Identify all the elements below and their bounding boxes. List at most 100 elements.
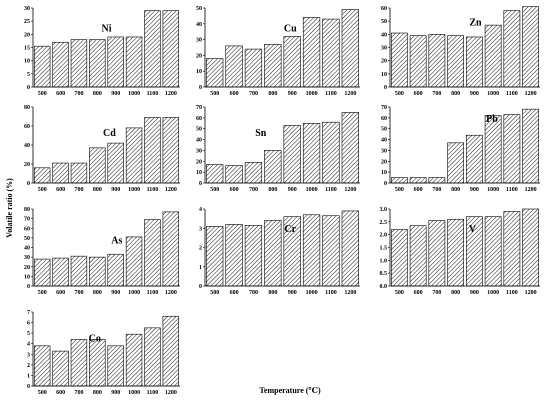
y-tick-label: 5 bbox=[27, 72, 30, 78]
bar-v-1200 bbox=[522, 208, 539, 287]
bar-cr-1000 bbox=[302, 214, 321, 287]
y-tick-label: 1.0 bbox=[380, 258, 388, 264]
x-tick-label: 700 bbox=[249, 290, 258, 296]
axes bbox=[389, 107, 540, 184]
bar-ni-1200 bbox=[162, 10, 180, 88]
x-tick-label: 500 bbox=[38, 390, 47, 396]
panel-title: Ni bbox=[102, 24, 112, 35]
y-tick-label: 2.0 bbox=[380, 233, 388, 239]
bar-pb-700 bbox=[428, 177, 446, 184]
x-tick-label: 1000 bbox=[487, 290, 499, 296]
axes bbox=[389, 8, 540, 88]
bar-pb-600 bbox=[409, 177, 427, 184]
panel-pb: 0 10 20 30 40 50 60 70 500 600 700 800 900 1000 1100 12… bbox=[381, 105, 540, 193]
x-tick-label: 700 bbox=[249, 91, 258, 97]
x-tick-label: 800 bbox=[93, 390, 102, 396]
y-tick-label: 2 bbox=[27, 363, 30, 369]
x-tick-label: 900 bbox=[288, 91, 297, 97]
x-tick-label: 1000 bbox=[306, 91, 318, 97]
x-tick-label: 600 bbox=[414, 187, 423, 193]
y-axis-label: Volatile ratio (%) bbox=[5, 178, 14, 238]
x-tick-label: 900 bbox=[111, 290, 120, 296]
y-tick-label: 60 bbox=[381, 116, 387, 122]
y-tick-label: 70 bbox=[196, 105, 202, 111]
bar-ni-500 bbox=[33, 45, 51, 88]
y-tick-label: 7 bbox=[27, 310, 30, 316]
y-tick-label: 1 bbox=[27, 373, 30, 379]
bar-cd-900 bbox=[107, 142, 124, 184]
x-tick-label: 1200 bbox=[165, 91, 177, 97]
panel-cd: 0 20 40 60 80 500 600 700 800 900 1000 1100 1200 Cd bbox=[24, 105, 180, 193]
x-tick-label: 500 bbox=[210, 91, 219, 97]
y-tick-label: 10 bbox=[381, 170, 387, 176]
y-tick-label: 40 bbox=[381, 32, 387, 38]
y-tick-label: 15 bbox=[24, 46, 30, 52]
y-tick-label: 20 bbox=[24, 162, 30, 168]
bar-as-700 bbox=[70, 255, 88, 287]
x-tick-label: 700 bbox=[432, 91, 441, 97]
bar-zn-600 bbox=[409, 35, 427, 88]
bar-sn-1000 bbox=[302, 122, 321, 184]
y-tick-label: 10 bbox=[24, 59, 30, 65]
panel-title: Sn bbox=[255, 128, 267, 139]
bar-v-600 bbox=[409, 225, 427, 287]
bar-co-500 bbox=[33, 345, 51, 387]
bar-zn-1000 bbox=[484, 24, 502, 88]
bar-v-500 bbox=[391, 229, 408, 287]
bar-cr-600 bbox=[225, 224, 243, 287]
bar-co-1200 bbox=[162, 315, 180, 387]
panel-cr: 0 1 2 3 4 500 600 700 800 900 1000 1100 1200 Cr bbox=[199, 207, 360, 296]
x-tick-label: 600 bbox=[230, 290, 239, 296]
x-tick-label: 700 bbox=[74, 187, 83, 193]
y-tick-label: 6 bbox=[27, 321, 30, 327]
panel-as: 0 10 20 30 40 50 60 70 80 500 600 700 800 900 1000 1100… bbox=[24, 207, 180, 296]
panel-title: V bbox=[469, 224, 477, 235]
bar-as-900 bbox=[107, 253, 124, 287]
bar-cd-1100 bbox=[144, 117, 161, 184]
x-tick-label: 1000 bbox=[487, 187, 499, 193]
bar-pb-800 bbox=[447, 142, 464, 184]
y-tick-label: 30 bbox=[196, 38, 202, 44]
axes bbox=[204, 107, 360, 184]
panel-ni: 0 5 10 15 20 25 30 500 600 700 800 900 1000 1100 1200 N… bbox=[24, 6, 180, 97]
y-tick-label: 80 bbox=[24, 207, 30, 213]
y-tick-label: 60 bbox=[381, 6, 387, 12]
bar-cu-800 bbox=[264, 44, 282, 88]
x-tick-label: 700 bbox=[432, 290, 441, 296]
bar-cr-800 bbox=[264, 220, 282, 287]
bar-sn-900 bbox=[283, 125, 301, 184]
y-tick-label: 4 bbox=[27, 342, 30, 348]
bar-co-800 bbox=[89, 339, 106, 387]
x-tick-label: 900 bbox=[111, 390, 120, 396]
y-tick-label: 30 bbox=[24, 255, 30, 261]
bar-as-600 bbox=[52, 257, 69, 287]
x-axis-label: Temperature (℃) bbox=[259, 386, 321, 395]
bar-pb-1000 bbox=[484, 115, 502, 184]
x-tick-label: 600 bbox=[230, 91, 239, 97]
axes bbox=[204, 209, 360, 287]
x-tick-label: 700 bbox=[74, 91, 83, 97]
x-tick-label: 500 bbox=[395, 290, 404, 296]
bar-co-1100 bbox=[144, 327, 161, 387]
x-tick-label: 1100 bbox=[506, 91, 518, 97]
bar-v-800 bbox=[447, 218, 464, 287]
x-tick-label: 700 bbox=[432, 187, 441, 193]
x-tick-label: 1200 bbox=[344, 91, 356, 97]
panel-title: Cu bbox=[284, 24, 297, 35]
axes bbox=[32, 209, 180, 287]
bar-cu-1000 bbox=[302, 17, 321, 88]
y-tick-label: 0 bbox=[27, 384, 30, 390]
panel-title: Co bbox=[89, 334, 101, 345]
axes bbox=[32, 8, 180, 88]
bar-sn-700 bbox=[244, 162, 263, 184]
bar-zn-900 bbox=[466, 36, 483, 88]
y-tick-label: 3 bbox=[27, 352, 30, 358]
x-tick-label: 1100 bbox=[325, 290, 337, 296]
y-tick-label: 1 bbox=[199, 265, 202, 271]
x-tick-label: 1100 bbox=[147, 187, 159, 193]
x-tick-label: 900 bbox=[111, 187, 120, 193]
y-tick-label: 40 bbox=[24, 246, 30, 252]
x-tick-label: 900 bbox=[288, 187, 297, 193]
y-tick-label: 60 bbox=[196, 116, 202, 122]
